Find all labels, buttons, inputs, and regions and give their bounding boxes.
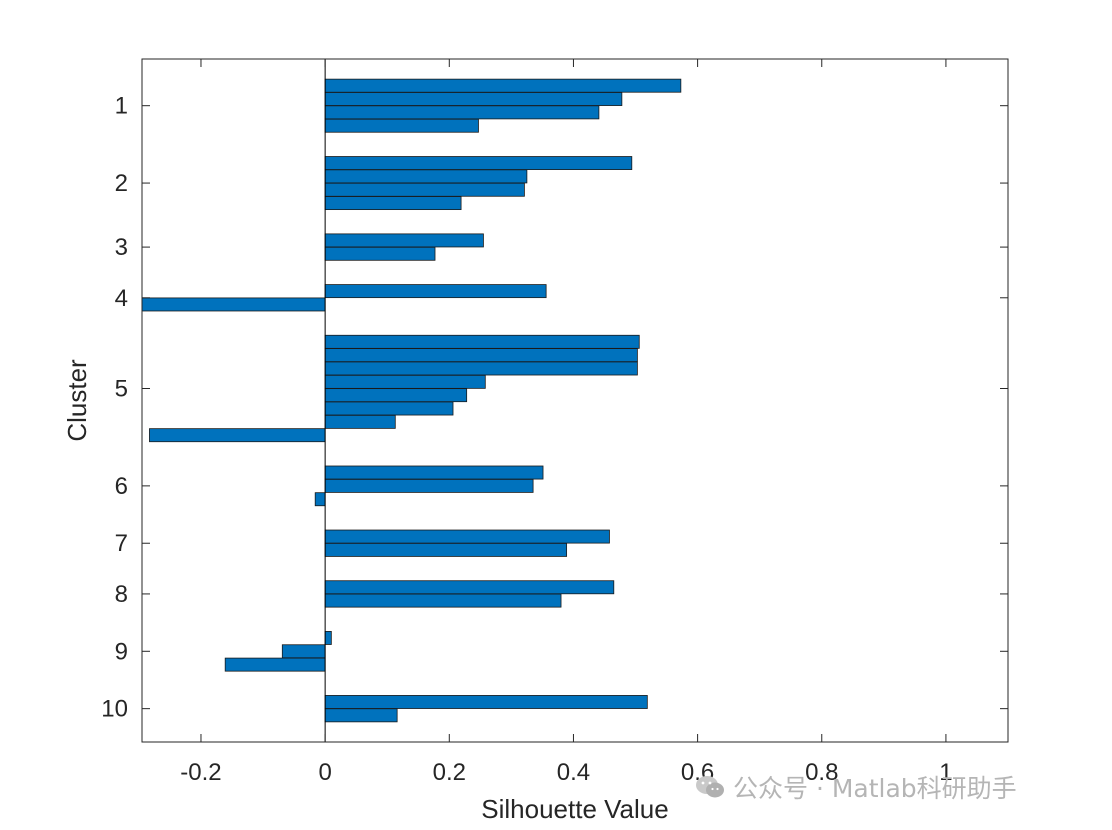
bar-cluster-5-4 bbox=[324, 374, 486, 389]
y-tick-label-8: 8 bbox=[115, 581, 128, 608]
bar-cluster-7-1 bbox=[324, 529, 610, 544]
bar-cluster-9-2 bbox=[281, 644, 326, 659]
bar-cluster-3-2 bbox=[324, 246, 436, 261]
bar-cluster-4-2 bbox=[141, 297, 326, 312]
bar-cluster-5-5 bbox=[324, 388, 468, 403]
bar-cluster-9-3 bbox=[224, 657, 326, 672]
bar-cluster-7-2 bbox=[324, 542, 568, 557]
bar-cluster-5-2 bbox=[324, 348, 638, 363]
y-tick-label-5: 5 bbox=[115, 375, 128, 402]
bar-cluster-1-4 bbox=[324, 118, 479, 133]
bar-cluster-8-2 bbox=[324, 593, 562, 608]
bar-cluster-6-1 bbox=[324, 465, 544, 480]
y-tick-label-3: 3 bbox=[115, 234, 128, 261]
bar-cluster-5-3 bbox=[324, 361, 638, 376]
x-tick-label-0.8: 0.8 bbox=[805, 759, 838, 786]
y-tick-label-4: 4 bbox=[115, 285, 128, 312]
y-tick-label-7: 7 bbox=[115, 530, 128, 557]
bar-cluster-2-1 bbox=[324, 156, 633, 170]
y-tick-label-9: 9 bbox=[115, 638, 128, 665]
bar-cluster-1-2 bbox=[324, 92, 623, 106]
bar-cluster-9-1 bbox=[324, 631, 332, 645]
bar-cluster-6-2 bbox=[324, 478, 534, 493]
bar-cluster-4-1 bbox=[324, 284, 547, 299]
bar-cluster-1-1 bbox=[324, 78, 682, 93]
bar-cluster-10-1 bbox=[324, 695, 648, 709]
bars-layer bbox=[141, 78, 682, 723]
x-tick-label-0.2: 0.2 bbox=[433, 759, 466, 786]
x-tick-label-0.4: 0.4 bbox=[557, 759, 590, 786]
x-tick-label--0.2: -0.2 bbox=[180, 759, 221, 786]
x-axis-title: Silhouette Value bbox=[481, 794, 668, 824]
wechat-icon bbox=[696, 776, 724, 798]
bar-cluster-2-3 bbox=[324, 182, 525, 197]
y-tick-label-1: 1 bbox=[115, 93, 128, 120]
watermark-text: 公众号 · Matlab科研助手 bbox=[733, 774, 1017, 803]
bar-cluster-6-3 bbox=[314, 492, 326, 507]
y-tick-label-2: 2 bbox=[115, 170, 128, 197]
bar-cluster-2-2 bbox=[324, 169, 528, 184]
bar-cluster-1-3 bbox=[324, 105, 600, 120]
y-tick-label-10: 10 bbox=[101, 696, 128, 723]
y-tick-label-6: 6 bbox=[115, 473, 128, 500]
bar-cluster-2-4 bbox=[324, 196, 462, 211]
bar-cluster-3-1 bbox=[324, 233, 484, 248]
bar-cluster-5-7 bbox=[324, 414, 396, 429]
x-tick-label-0: 0 bbox=[318, 759, 331, 786]
y-axis-title: Cluster bbox=[62, 359, 92, 442]
bar-cluster-5-8 bbox=[149, 428, 326, 443]
watermark: 公众号 · Matlab科研助手 bbox=[695, 768, 1017, 806]
bar-cluster-5-6 bbox=[324, 401, 454, 416]
plot-area-frame bbox=[141, 58, 1009, 743]
y-axis: 1 2 3 4 5 6 7 8 9 10 bbox=[101, 93, 1008, 723]
bar-cluster-10-2 bbox=[324, 708, 398, 723]
x-tick-label-1: 1 bbox=[939, 759, 952, 786]
x-axis: -0.2 0 0.2 0.4 0.6 0.8 1 bbox=[180, 59, 953, 786]
bar-cluster-8-1 bbox=[324, 580, 615, 595]
bar-cluster-5-1 bbox=[324, 334, 640, 349]
